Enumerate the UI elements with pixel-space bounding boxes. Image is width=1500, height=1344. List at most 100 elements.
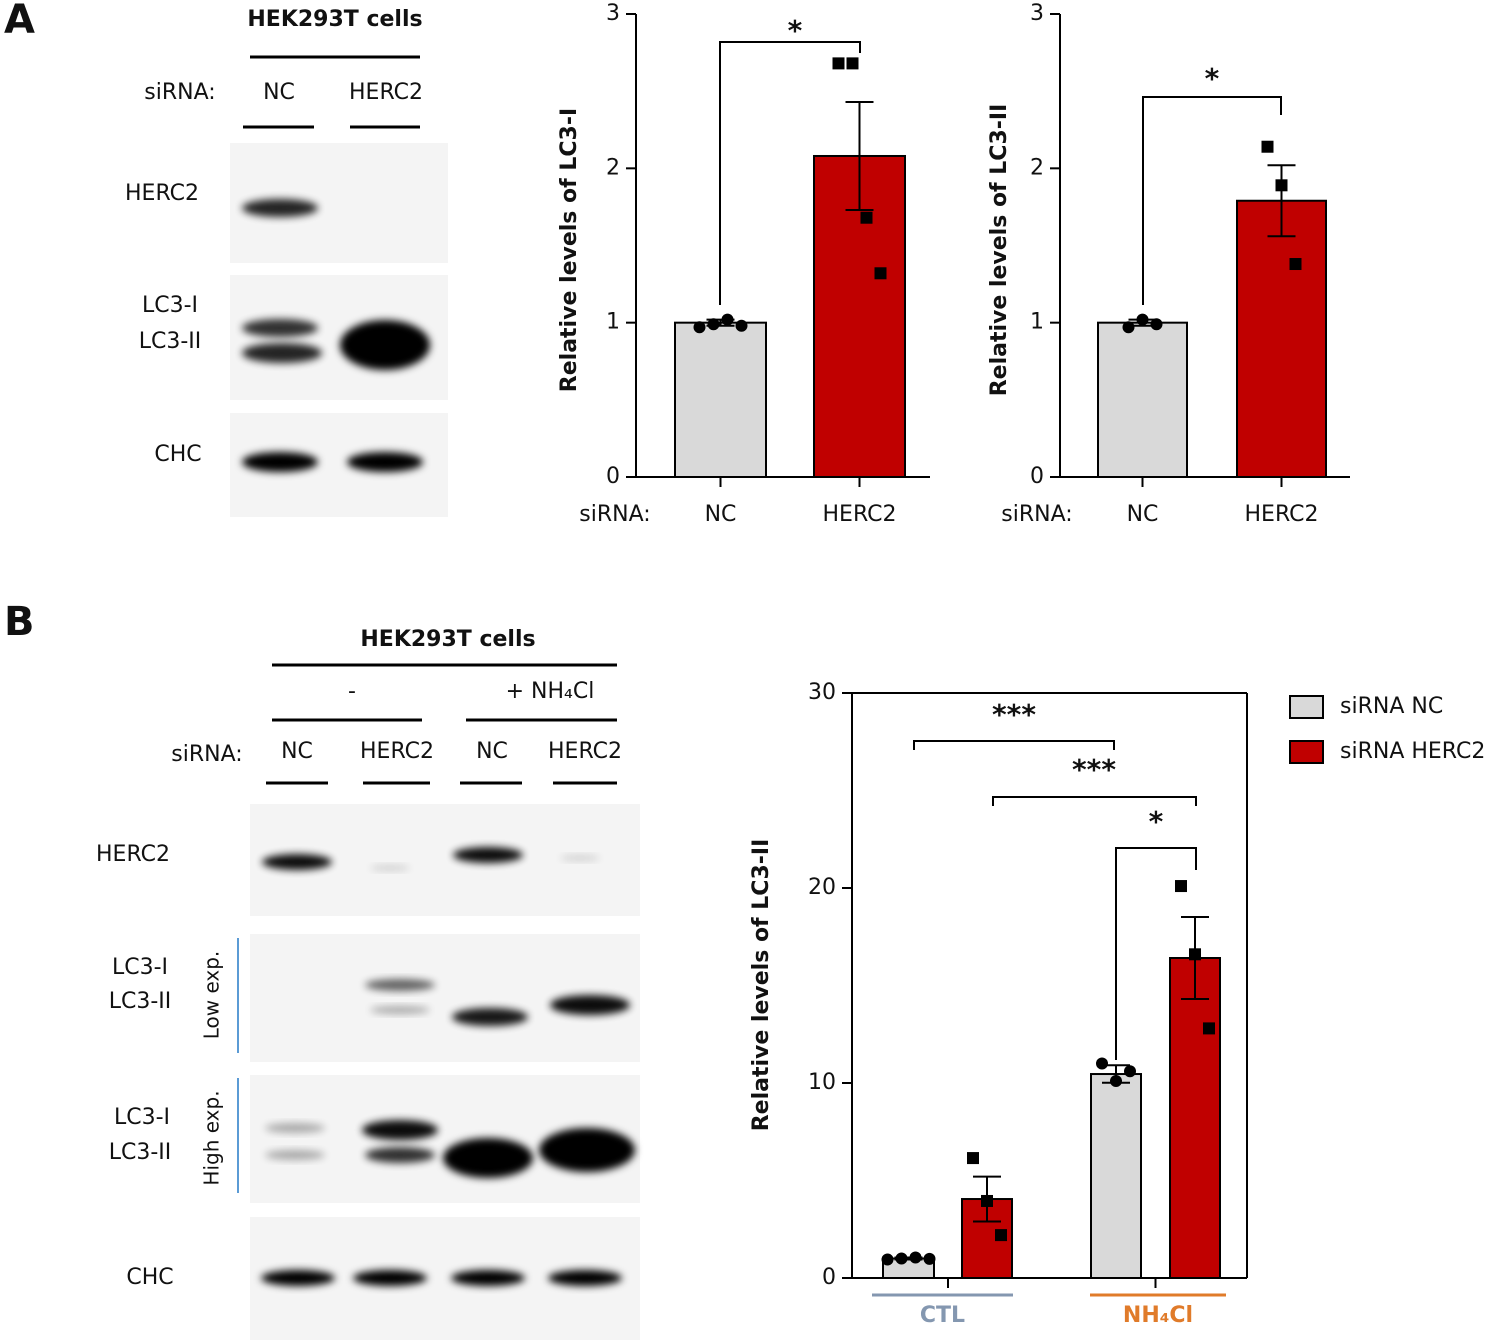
data-point [967,1152,979,1165]
data-point [909,1251,922,1264]
data-point [735,319,748,332]
bar [674,321,767,478]
blot-band [353,1270,427,1286]
treatment-label: - [348,679,356,704]
blot-title: HEK293T cells [360,627,535,652]
significance-label: * [1149,805,1164,838]
blot-band [453,847,523,863]
data-point [846,57,859,70]
blot-band [262,854,332,870]
y-tick-label: 0 [822,1265,836,1290]
y-tick-label: 0 [606,464,620,489]
data-point [832,57,845,70]
blot-band [370,865,410,871]
blot-band [242,343,322,363]
significance-label: *** [992,698,1036,731]
data-point [981,1194,993,1207]
lane-label: NC [263,80,295,105]
lane-label: NC [281,739,313,764]
significance-bracket [913,740,1115,750]
blot-band [443,1138,533,1178]
data-point [874,267,887,280]
treatment-label: + NH₄Cl [506,679,595,704]
blot-band [452,1008,528,1026]
data-point [860,211,873,224]
y-tick-label: 2 [606,155,620,180]
data-point [1189,948,1201,961]
blot-band [265,1150,325,1160]
data-point [1124,1065,1136,1078]
bar [1097,321,1188,478]
legend-swatch [1289,695,1324,719]
blot-band [451,1270,525,1286]
blot-band [365,1147,435,1163]
panel-label: B [4,599,35,645]
legend-label: siRNA NC [1340,694,1443,719]
blot-band [242,319,318,337]
row-label: HERC2 [125,181,199,206]
row-label: LC3-II [109,989,172,1014]
blot-band [560,855,600,861]
bar [1169,957,1221,1279]
blot-band [340,320,430,370]
x-tick-label: NC [705,502,737,527]
data-point [881,1253,894,1266]
x-tick-label: HERC2 [1245,502,1319,527]
row-label: LC3-I [114,1105,170,1130]
data-point [923,1252,936,1265]
lane-label: NC [476,739,508,764]
row-label: LC3-I [112,955,168,980]
y-axis-label: Relative levels of LC3-II [749,839,774,1132]
blot-band [370,1006,430,1014]
blot-band [362,1120,438,1140]
lane-label: HERC2 [360,739,434,764]
y-tick-label: 3 [606,1,620,26]
data-point [1110,1075,1122,1088]
blot-band [550,995,630,1015]
data-point [693,321,706,334]
y-tick-label: 30 [808,680,836,705]
row-label: LC3-II [109,1140,172,1165]
blot-band [539,1128,635,1172]
significance-bracket [1142,96,1282,305]
data-point [707,318,720,331]
data-point [1203,1022,1215,1035]
blot-band [365,979,435,991]
lane-label: HERC2 [349,80,423,105]
y-axis-label: Relative levels of LC3-I [557,108,582,392]
row-label: LC3-I [142,293,198,318]
panel-label: A [4,0,35,43]
lane-label: HERC2 [548,739,622,764]
y-tick-label: 10 [808,1070,836,1095]
y-tick-label: 1 [1030,310,1044,335]
lane-prefix: siRNA: [171,742,242,767]
blot-band [548,1270,622,1286]
significance-label: * [1205,62,1220,95]
x-axis-prefix: siRNA: [1001,502,1072,527]
y-tick-label: 0 [1030,464,1044,489]
x-tick-label: HERC2 [823,502,897,527]
lane-prefix: siRNA: [144,80,215,105]
data-point [995,1229,1007,1242]
y-axis-label: Relative levels of LC3-II [987,104,1012,397]
significance-bracket [992,796,1197,806]
blot-title: HEK293T cells [247,7,422,32]
y-tick-label: 3 [1030,1,1044,26]
blot-band [347,452,423,472]
significance-bracket [719,41,861,305]
x-tick-label: NC [1127,502,1159,527]
significance-label: * [788,14,803,47]
blot-band [242,199,318,217]
y-tick-label: 20 [808,875,836,900]
y-tick-label: 1 [606,310,620,335]
significance-bracket [1115,847,1197,1060]
x-axis-prefix: siRNA: [579,502,650,527]
bar [1236,199,1327,478]
row-label: CHC [126,1265,173,1290]
data-point [721,313,734,326]
significance-label: *** [1072,753,1116,786]
row-label: CHC [154,442,201,467]
bar [1090,1073,1142,1280]
blot-band [242,452,318,472]
